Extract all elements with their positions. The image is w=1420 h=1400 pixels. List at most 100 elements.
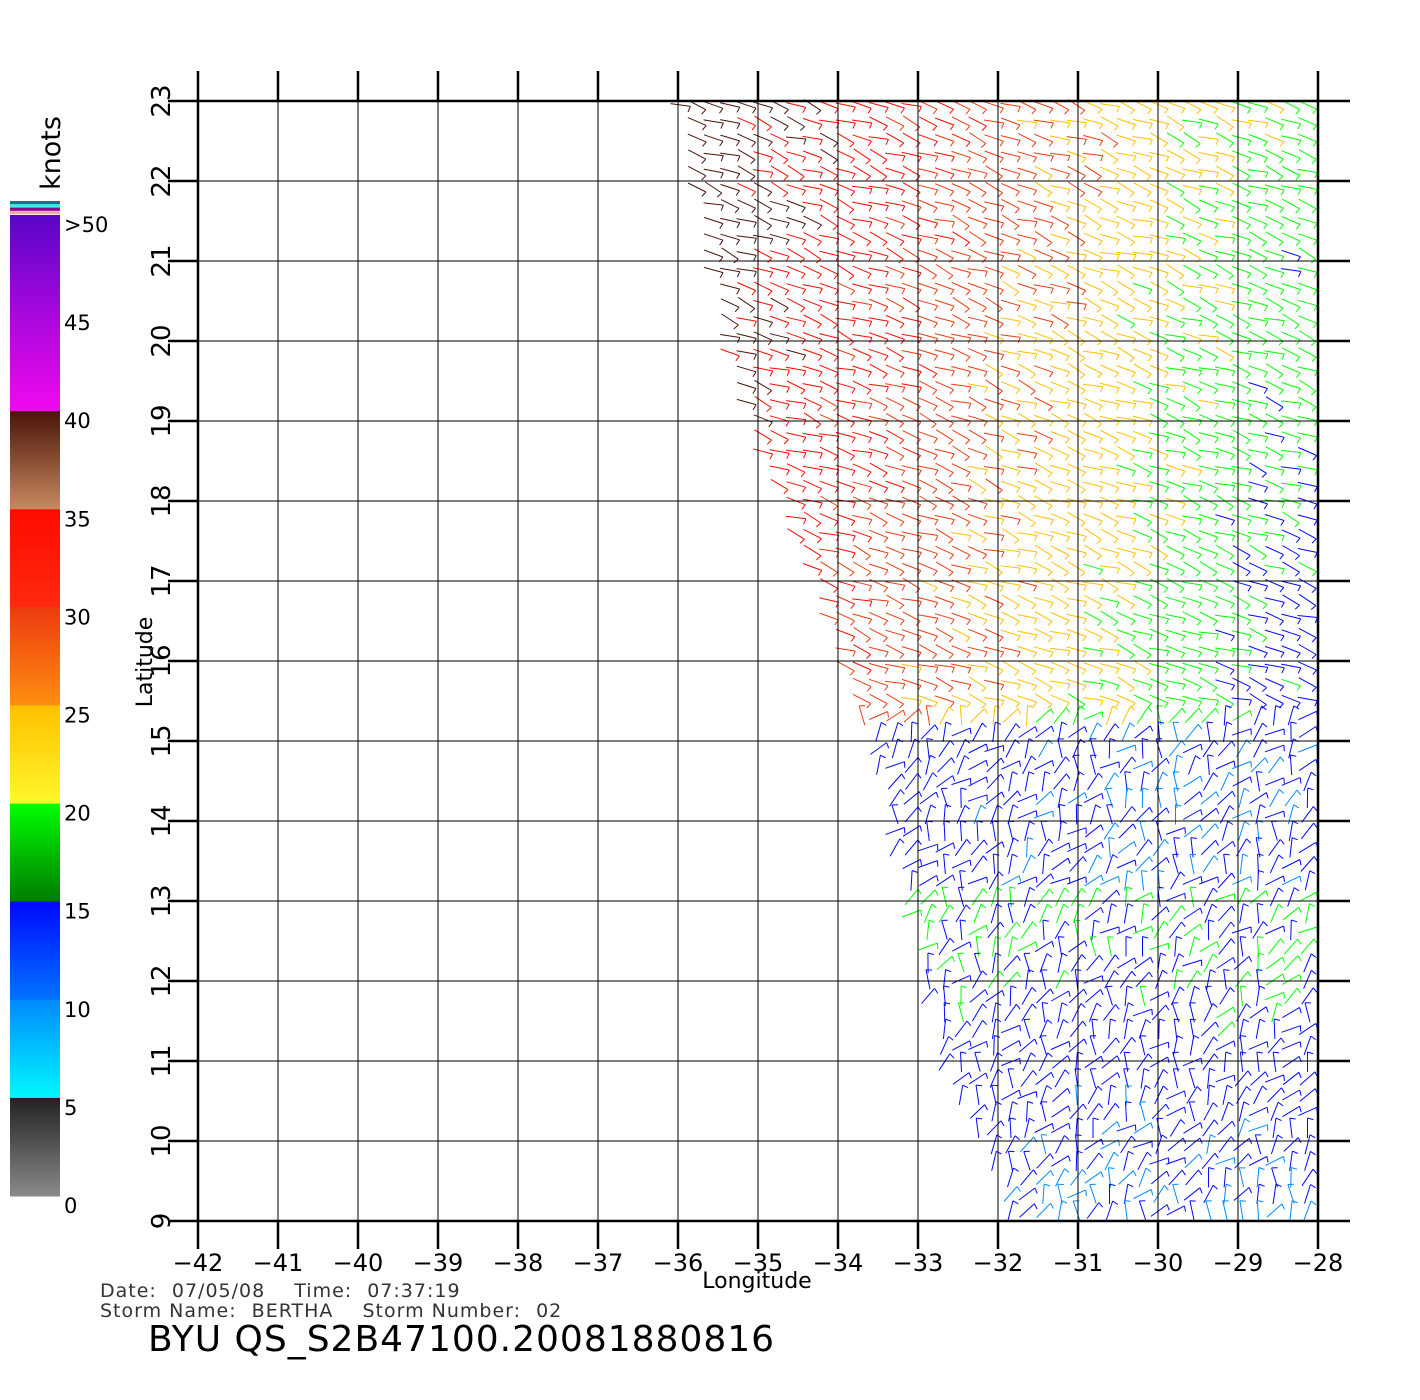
wind-barb — [932, 373, 938, 379]
wind-vector — [1099, 926, 1120, 934]
wind-barb — [1296, 635, 1301, 642]
wind-vector — [968, 348, 987, 357]
wind-vector — [1215, 514, 1235, 521]
wind-barb — [1181, 108, 1186, 114]
wind-barb — [884, 569, 889, 576]
wind-vector — [1202, 855, 1215, 873]
wind-vector — [1299, 1088, 1316, 1102]
wind-barb — [1034, 122, 1038, 129]
wind-vector — [934, 117, 955, 126]
wind-vector — [1249, 693, 1267, 705]
wind-vector — [753, 331, 773, 341]
wind-barb — [1115, 1004, 1120, 1010]
wind-vector — [1149, 628, 1169, 638]
wind-barb — [1256, 837, 1263, 839]
wind-barb — [850, 158, 855, 164]
wind-barb — [1264, 205, 1269, 212]
wind-vector — [786, 400, 806, 404]
wind-barb — [968, 386, 972, 393]
wind-barb — [720, 172, 724, 179]
wind-vector — [835, 300, 856, 306]
wind-vector — [1051, 413, 1069, 424]
wind-barb — [1033, 618, 1038, 625]
wind-vector — [1083, 697, 1103, 701]
wind-vector — [1232, 710, 1251, 721]
wind-barb — [1114, 372, 1119, 379]
wind-vector — [968, 150, 987, 159]
wind-vector — [968, 1040, 987, 1051]
wind-vector — [1000, 251, 1021, 256]
wind-barb — [1264, 453, 1269, 459]
wind-vector — [1297, 415, 1318, 422]
wind-barb — [933, 207, 938, 213]
wind-barb — [1059, 804, 1066, 807]
wind-vector — [984, 150, 1004, 159]
wind-vector — [1184, 707, 1200, 724]
wind-barb — [1164, 174, 1169, 180]
wind-barb — [1280, 635, 1285, 642]
wind-barb — [884, 454, 889, 460]
wind-barb — [1278, 373, 1284, 379]
wind-vector — [1201, 707, 1216, 724]
wind-barb — [1273, 1051, 1280, 1054]
wind-barb — [884, 503, 889, 510]
wind-vector — [1182, 348, 1202, 357]
wind-vector — [819, 183, 839, 192]
wind-barb — [1297, 1137, 1302, 1144]
x-axis-label: Longitude — [702, 1269, 811, 1294]
wind-vector — [1231, 250, 1252, 257]
wind-vector — [1099, 103, 1120, 107]
wind-vector — [1149, 281, 1169, 292]
wind-vector — [802, 284, 823, 289]
wind-vector — [1264, 728, 1285, 736]
wind-barb — [901, 470, 906, 477]
wind-barb — [1047, 192, 1053, 198]
wind-vector — [1150, 528, 1168, 540]
wind-barb — [934, 222, 939, 229]
wind-barb — [1182, 337, 1186, 344]
wind-vector — [1264, 266, 1285, 274]
wind-vector — [1303, 953, 1312, 973]
wind-barb — [1313, 305, 1318, 312]
longitude-tick-label: −34 — [813, 1249, 864, 1277]
wind-vector — [802, 383, 823, 388]
wind-vector — [1033, 119, 1054, 124]
wind-barb — [948, 538, 954, 544]
wind-barb — [832, 225, 838, 231]
wind-vector — [967, 316, 988, 323]
colorbar-tick-label: 25 — [64, 704, 91, 728]
wind-barb — [997, 456, 1003, 462]
wind-barb — [1281, 502, 1285, 508]
wind-vector — [1033, 284, 1054, 289]
wind-vector — [934, 333, 955, 339]
wind-vector — [1253, 739, 1263, 758]
wind-vector — [1182, 596, 1202, 604]
wind-barb — [1064, 1168, 1070, 1173]
wind-vector — [769, 399, 790, 405]
wind-barb — [1299, 777, 1302, 784]
wind-vector — [934, 201, 955, 207]
wind-barb — [1280, 437, 1285, 443]
wind-barb — [767, 191, 773, 197]
wind-barb — [852, 122, 856, 129]
wind-vector — [819, 446, 839, 457]
wind-vector — [1072, 705, 1081, 726]
wind-barb — [786, 369, 790, 376]
wind-vector — [852, 514, 872, 521]
wind-vector — [1083, 594, 1103, 606]
wind-barb — [1099, 486, 1104, 493]
wind-vector — [1103, 1004, 1116, 1021]
wind-vector — [1017, 350, 1037, 355]
wind-barb — [851, 470, 856, 477]
map-frame — [196, 99, 1320, 1223]
wind-vector — [1215, 200, 1235, 208]
wind-barb — [1129, 307, 1135, 313]
wind-vector — [1265, 165, 1284, 177]
wind-vector — [1281, 232, 1301, 242]
wind-vector — [1215, 447, 1235, 456]
wind-barb — [1263, 305, 1269, 312]
wind-barb — [866, 504, 872, 511]
wind-vector — [868, 598, 889, 602]
wind-vector — [1215, 595, 1235, 605]
wind-vector — [1051, 857, 1069, 871]
